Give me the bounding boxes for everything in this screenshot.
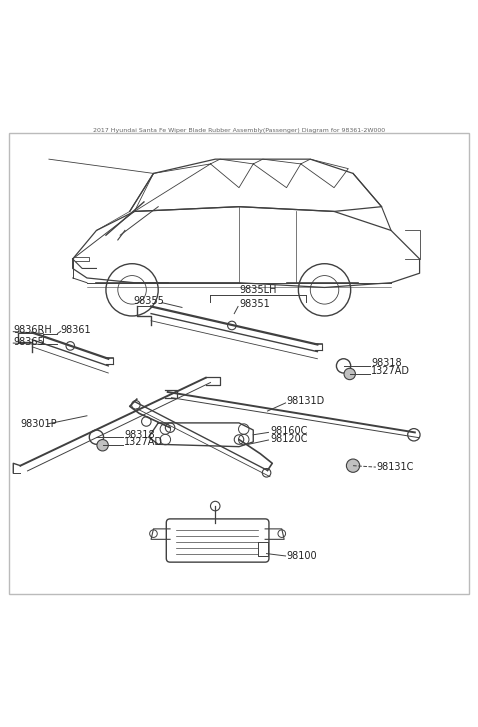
Circle shape xyxy=(97,440,109,451)
Text: 9835LH: 9835LH xyxy=(239,285,277,295)
Text: 98318: 98318 xyxy=(371,358,402,369)
Text: 98160C: 98160C xyxy=(270,426,307,436)
Text: 98361: 98361 xyxy=(61,325,91,335)
Text: 98100: 98100 xyxy=(286,551,317,561)
Text: 98365: 98365 xyxy=(13,337,44,347)
Text: 98131D: 98131D xyxy=(286,395,325,406)
Text: 98120C: 98120C xyxy=(270,433,307,443)
Text: 1327AD: 1327AD xyxy=(371,366,410,376)
Text: 98131C: 98131C xyxy=(377,462,414,472)
Text: 98351: 98351 xyxy=(239,299,270,309)
Circle shape xyxy=(347,459,360,473)
Text: 2017 Hyundai Santa Fe Wiper Blade Rubber Assembly(Passenger) Diagram for 98361-2: 2017 Hyundai Santa Fe Wiper Blade Rubber… xyxy=(93,128,385,133)
Text: 98355: 98355 xyxy=(133,296,164,306)
Text: 98301P: 98301P xyxy=(21,419,57,429)
Text: 1327AD: 1327AD xyxy=(124,437,163,447)
Text: 9836RH: 9836RH xyxy=(13,325,52,335)
Circle shape xyxy=(344,369,356,379)
Text: 98318: 98318 xyxy=(124,430,154,440)
